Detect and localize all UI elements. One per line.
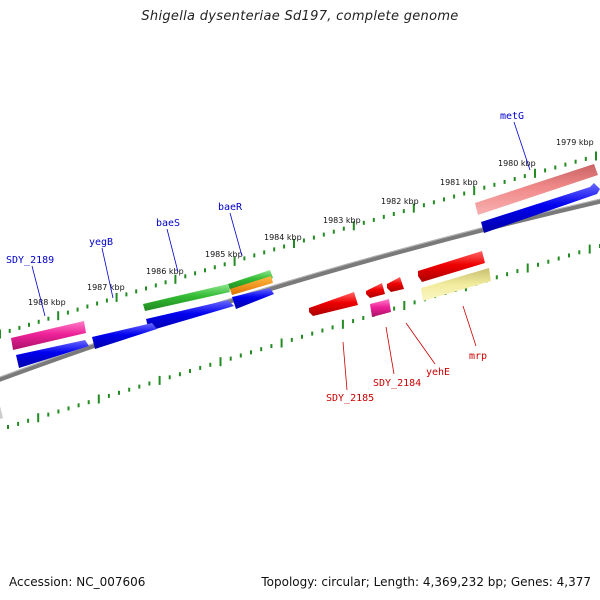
gene-arrow-yegB[interactable] <box>92 323 157 349</box>
leader-SDY_2189 <box>31 265 46 317</box>
kbp-label-1983: 1983 kbp <box>323 216 361 225</box>
gene-arrow-SDY_2184[interactable] <box>366 283 385 298</box>
gene-label-baeR[interactable]: baeR <box>218 202 243 213</box>
gene-label-SDY_2185[interactable]: SDY_2185 <box>326 393 374 404</box>
inner-scale-ticks <box>7 244 600 429</box>
cog-bar-baeR <box>228 270 273 290</box>
outer-scale-ticks <box>0 151 597 339</box>
kbp-label-1981: 1981 kbp <box>440 178 478 187</box>
kbp-label-1980: 1980 kbp <box>498 159 536 168</box>
kbp-label-1982: 1982 kbp <box>381 197 419 206</box>
gene-arrow-baeS[interactable] <box>146 300 234 331</box>
leader-metG <box>513 121 531 171</box>
cog-bar-metG[interactable] <box>475 164 598 215</box>
gene-label-yegB[interactable]: yegB <box>89 237 113 248</box>
leader-SDY_2185 <box>342 341 348 391</box>
leader-baeS <box>166 228 179 273</box>
map-title: Shigella dysenteriae Sd197, complete gen… <box>141 9 459 24</box>
gene-arrow-mrp[interactable] <box>418 251 485 282</box>
gene-label-SDY_2189[interactable]: SDY_2189 <box>6 255 54 266</box>
cog-bar-mrp <box>421 268 491 301</box>
kbp-label-1979: 1979 kbp <box>556 138 594 147</box>
accession-text: Accession: NC_007606 <box>9 575 146 589</box>
gene-arrow-baeR[interactable] <box>232 288 274 309</box>
genome-summary-text: Topology: circular; Length: 4,369,232 bp… <box>261 575 591 589</box>
cog-bar-baeR-orange <box>230 276 273 295</box>
kbp-label-1986: 1986 kbp <box>146 267 184 276</box>
leader-yehE <box>405 322 436 365</box>
gene-label-yehE[interactable]: yehE <box>426 367 450 378</box>
gene-arrow-SDY_2189[interactable] <box>16 340 89 368</box>
kbp-label-1985: 1985 kbp <box>205 250 243 259</box>
gene-arrow-metG[interactable] <box>481 183 600 233</box>
gene-label-SDY_2184[interactable]: SDY_2184 <box>373 378 421 389</box>
scale-fragment <box>0 406 3 419</box>
cog-bar-SDY_2184 <box>370 299 391 317</box>
kbp-label-1987: 1987 kbp <box>87 283 125 292</box>
kbp-label-1984: 1984 kbp <box>264 233 302 242</box>
gene-arrow-SDY_2185[interactable] <box>309 292 358 316</box>
leader-baeR <box>229 212 243 257</box>
leader-yegB <box>101 247 114 299</box>
gene-label-mrp[interactable]: mrp <box>469 351 487 362</box>
gene-arrow-yehE[interactable] <box>387 277 404 292</box>
cog-bar-SDY_2189[interactable] <box>11 321 86 350</box>
leader-mrp <box>462 305 477 347</box>
gene-label-metG[interactable]: metG <box>500 111 524 122</box>
kbp-label-1988: 1988 kbp <box>28 298 66 307</box>
leader-SDY_2184 <box>385 326 395 375</box>
cog-bar-baeS[interactable] <box>143 284 230 311</box>
gene-label-baeS[interactable]: baeS <box>156 218 180 229</box>
